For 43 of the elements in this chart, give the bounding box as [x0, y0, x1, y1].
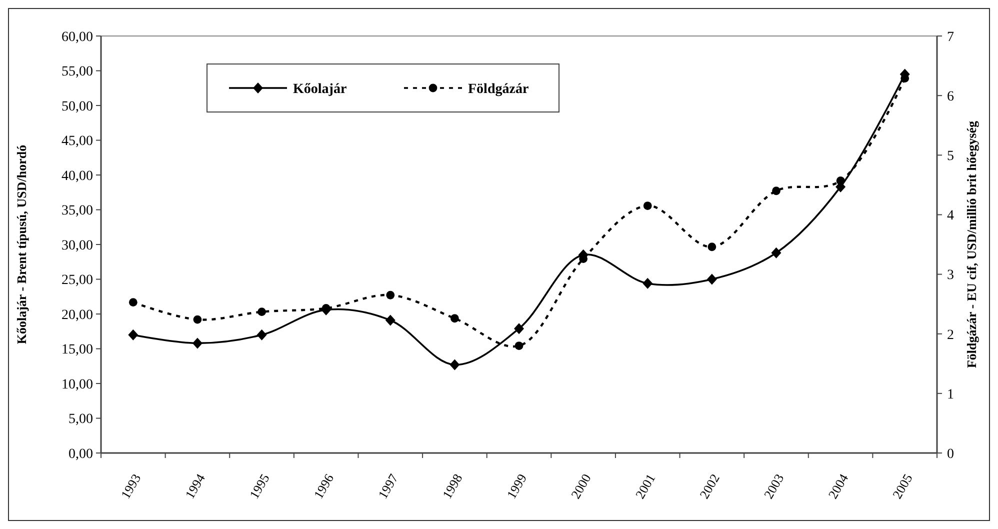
- y-tick-label: 5,00: [68, 412, 93, 428]
- y-tick-label: 35,00: [62, 204, 93, 219]
- point: [128, 329, 138, 340]
- legend-label: Földgázár: [468, 82, 529, 97]
- y-tick-label: 0,00: [68, 446, 93, 462]
- y2-tick-label: 3: [947, 268, 954, 284]
- y2-tick-label: 0: [947, 446, 954, 462]
- point: [514, 323, 524, 334]
- point: [514, 342, 524, 350]
- y-tick-label: 55,00: [62, 64, 93, 80]
- y-tick-label: 50,00: [62, 99, 93, 114]
- point: [772, 186, 780, 196]
- point: [643, 202, 652, 210]
- y2-tick-label: 4: [947, 208, 954, 224]
- y2-tick-label: 5: [947, 149, 954, 164]
- y-tick-label: 45,00: [62, 134, 93, 150]
- y2-tick-label: 6: [947, 89, 954, 104]
- point: [193, 315, 202, 324]
- y2-tick-label: 1: [947, 387, 954, 402]
- y-tick-label: 60,00: [62, 30, 93, 45]
- point: [385, 314, 396, 326]
- point: [386, 290, 395, 300]
- y2-tick-label: 7: [947, 30, 954, 45]
- point: [450, 359, 460, 370]
- point: [450, 314, 459, 323]
- y-tick-label: 10,00: [62, 377, 93, 392]
- point: [771, 247, 782, 258]
- y-tick-label: 25,00: [62, 273, 93, 288]
- y-axis-title: Kőolajár - Brent típusú, USD/hordó: [14, 144, 29, 344]
- point: [192, 338, 202, 349]
- y-tick-label: 20,00: [62, 308, 93, 323]
- point: [706, 274, 717, 285]
- point: [258, 308, 266, 316]
- y2-tick-label: 2: [947, 328, 954, 343]
- point: [708, 242, 716, 252]
- y-tick-label: 40,00: [62, 168, 93, 184]
- legend-label: Kőolajár: [293, 82, 347, 97]
- y2-axis-title: Földgázár - EU cif, USD/millió brit hőegység: [964, 120, 979, 368]
- point: [128, 298, 138, 306]
- y-tick-label: 30,00: [62, 238, 93, 254]
- y-tick-label: 15,00: [62, 342, 93, 358]
- point: [256, 329, 267, 340]
- point: [642, 278, 653, 289]
